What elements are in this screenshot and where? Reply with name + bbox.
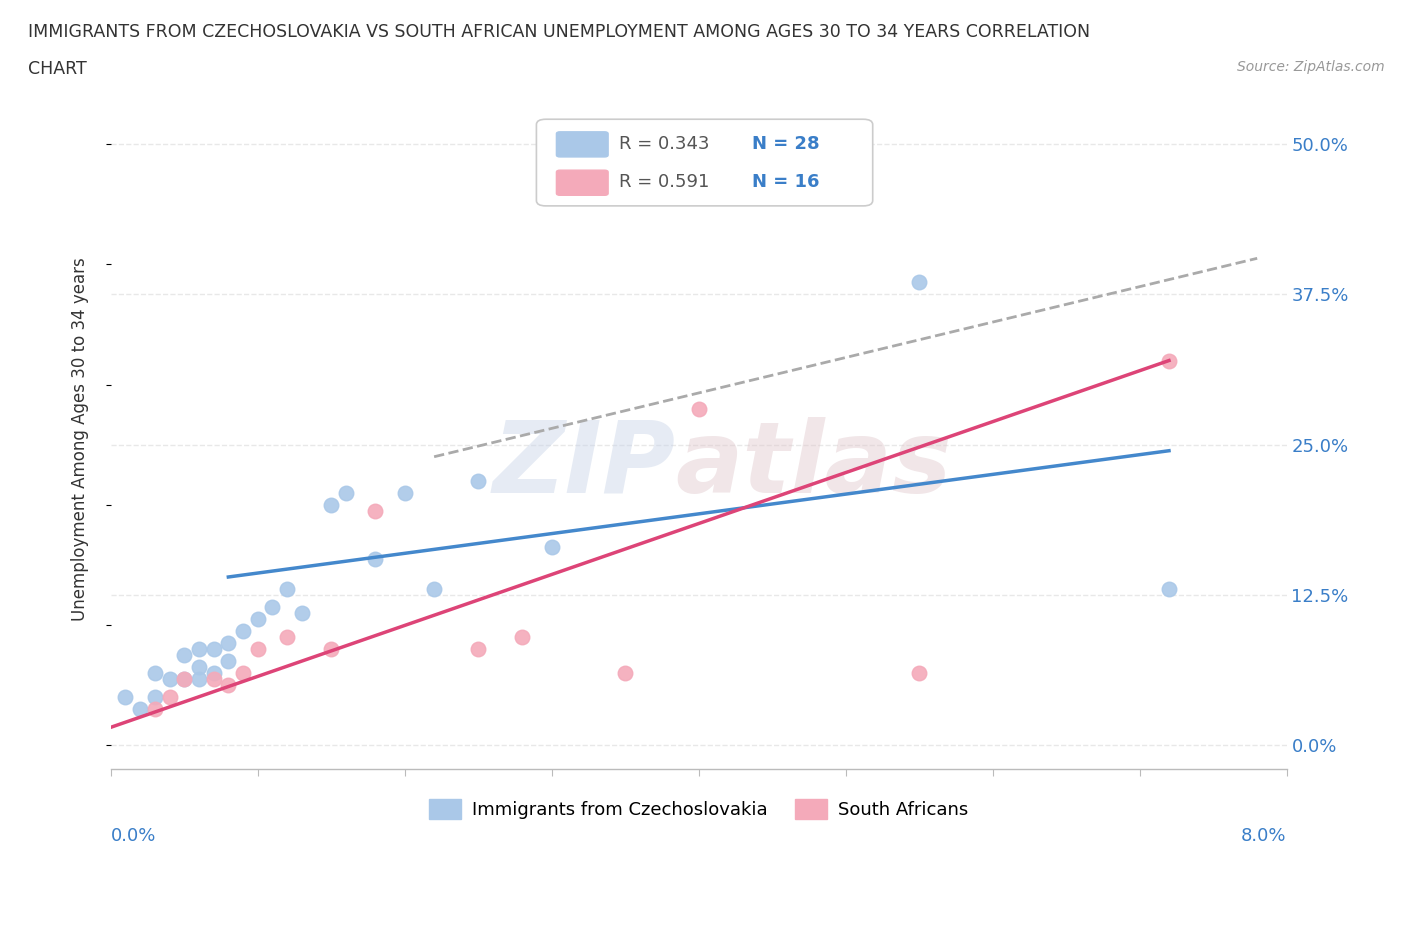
Legend: Immigrants from Czechoslovakia, South Africans: Immigrants from Czechoslovakia, South Af… xyxy=(422,792,976,827)
Point xyxy=(143,690,166,705)
Point xyxy=(1157,353,1180,368)
Point xyxy=(202,666,225,681)
Point xyxy=(510,630,533,644)
Point xyxy=(1157,581,1180,596)
Text: CHART: CHART xyxy=(28,60,87,78)
Point xyxy=(614,666,637,681)
Point xyxy=(188,642,211,657)
Point xyxy=(246,612,269,627)
Point xyxy=(908,275,931,290)
Point xyxy=(321,498,343,512)
Y-axis label: Unemployment Among Ages 30 to 34 years: Unemployment Among Ages 30 to 34 years xyxy=(72,257,89,620)
FancyBboxPatch shape xyxy=(557,132,609,157)
Point xyxy=(688,401,710,416)
FancyBboxPatch shape xyxy=(557,170,609,195)
Point xyxy=(143,702,166,717)
Point xyxy=(276,630,298,644)
Point xyxy=(262,600,284,615)
Text: N = 16: N = 16 xyxy=(752,173,820,191)
Text: IMMIGRANTS FROM CZECHOSLOVAKIA VS SOUTH AFRICAN UNEMPLOYMENT AMONG AGES 30 TO 34: IMMIGRANTS FROM CZECHOSLOVAKIA VS SOUTH … xyxy=(28,23,1090,41)
Point xyxy=(321,642,343,657)
Point xyxy=(908,666,931,681)
Point xyxy=(232,624,254,639)
Text: N = 28: N = 28 xyxy=(752,135,820,153)
Point xyxy=(394,485,416,500)
Point xyxy=(364,551,387,566)
Text: 0.0%: 0.0% xyxy=(111,827,156,845)
Point xyxy=(217,678,239,693)
Point xyxy=(232,666,254,681)
Point xyxy=(188,671,211,686)
Point xyxy=(143,666,166,681)
Text: ZIP: ZIP xyxy=(492,417,675,513)
Point xyxy=(335,485,357,500)
FancyBboxPatch shape xyxy=(537,119,873,206)
Point xyxy=(173,671,195,686)
Point xyxy=(364,503,387,518)
Point xyxy=(202,642,225,657)
Point xyxy=(467,642,489,657)
Text: atlas: atlas xyxy=(675,417,952,513)
Point xyxy=(423,581,446,596)
Point xyxy=(246,642,269,657)
Point xyxy=(467,473,489,488)
Point xyxy=(159,671,181,686)
Point xyxy=(540,539,562,554)
Point xyxy=(159,690,181,705)
Point xyxy=(188,659,211,674)
Point xyxy=(173,647,195,662)
Point xyxy=(202,671,225,686)
Point xyxy=(291,605,314,620)
Text: R = 0.343: R = 0.343 xyxy=(619,135,709,153)
Text: R = 0.591: R = 0.591 xyxy=(619,173,709,191)
Point xyxy=(276,581,298,596)
Point xyxy=(217,636,239,651)
Point xyxy=(114,690,136,705)
Point xyxy=(217,654,239,669)
Text: Source: ZipAtlas.com: Source: ZipAtlas.com xyxy=(1237,60,1385,74)
Point xyxy=(173,671,195,686)
Point xyxy=(129,702,152,717)
Text: 8.0%: 8.0% xyxy=(1241,827,1286,845)
